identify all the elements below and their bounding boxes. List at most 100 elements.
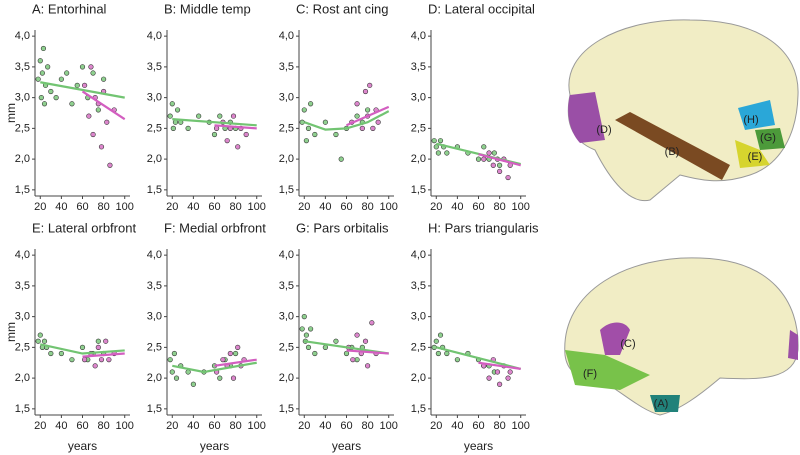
trend-line <box>346 349 389 355</box>
data-point <box>497 162 503 168</box>
data-point <box>95 107 101 113</box>
y-tick-label: 3,5 <box>279 61 294 73</box>
data-point <box>507 369 513 375</box>
data-point <box>303 138 309 144</box>
data-point <box>41 338 48 344</box>
y-tick-label: 2,0 <box>411 372 426 384</box>
x-tick-label: 20 <box>34 420 46 432</box>
data-point <box>322 119 328 125</box>
y-tick-label: 2,5 <box>15 341 30 353</box>
x-tick-label: 60 <box>472 420 484 432</box>
data-point <box>505 375 511 381</box>
data-point <box>312 350 318 357</box>
trend-line <box>436 346 521 370</box>
x-tick-label: 40 <box>319 420 331 432</box>
region <box>600 322 630 355</box>
x-tick-label: 100 <box>512 420 530 432</box>
trend-line <box>478 153 522 167</box>
x-tick-label: 60 <box>340 201 352 213</box>
data-point <box>69 357 75 363</box>
x-tick-label: 40 <box>451 420 463 432</box>
data-point <box>211 131 218 138</box>
y-tick-label: 2,5 <box>147 341 162 353</box>
x-tick-label: 100 <box>380 420 398 432</box>
region-label: (C) <box>620 338 635 350</box>
y-axis-label: mm <box>4 103 18 123</box>
data-point <box>365 363 371 369</box>
y-tick-label: 2,0 <box>411 153 426 165</box>
y-tick-label: 3,5 <box>147 280 162 292</box>
y-tick-label: 2,0 <box>15 372 30 384</box>
panel: D: Lateral occipital 1,5 2,0 2,5 3,0 3,5 4,0 20… <box>411 1 535 212</box>
data-point <box>230 375 237 381</box>
x-tick-label: 20 <box>298 201 310 213</box>
data-point <box>95 344 101 350</box>
region-label: (E) <box>748 151 763 163</box>
data-point <box>497 381 503 387</box>
x-tick-label: 60 <box>208 201 220 213</box>
data-point <box>322 344 328 350</box>
region <box>650 395 680 412</box>
data-point <box>107 162 113 168</box>
trend-line <box>172 118 257 127</box>
y-tick-label: 2,5 <box>15 122 30 134</box>
data-point <box>106 357 112 363</box>
data-point <box>481 144 487 150</box>
region <box>568 92 605 143</box>
x-tick-label: 40 <box>451 201 463 213</box>
data-point <box>45 64 51 70</box>
y-tick-label: 3,0 <box>279 92 294 104</box>
data-point <box>185 369 191 375</box>
data-point <box>333 131 339 138</box>
region-label: (A) <box>654 398 669 410</box>
data-point <box>437 332 444 338</box>
panel: A: Entorhinal 1,5 2,0 2,5 3,0 3,5 4,0 20 40 60 80 1… <box>4 1 134 212</box>
data-point <box>79 344 86 350</box>
trend-line <box>214 124 257 130</box>
data-point <box>95 338 101 344</box>
data-point <box>370 125 376 131</box>
data-point <box>82 357 88 363</box>
y-tick-label: 4,0 <box>411 249 426 261</box>
data-point <box>444 350 450 357</box>
data-point <box>58 350 64 357</box>
x-tick-label: 100 <box>116 420 134 432</box>
x-tick-label: 20 <box>34 201 46 213</box>
y-tick-label: 4,0 <box>15 30 30 42</box>
data-point <box>48 350 54 357</box>
x-tick-label: 40 <box>55 201 67 213</box>
data-point <box>224 138 230 144</box>
y-tick-label: 3,5 <box>411 280 426 292</box>
data-point <box>435 150 441 156</box>
y-tick-label: 1,5 <box>279 184 294 196</box>
panel: C: Rost ant cing 1,5 2,0 2,5 3,0 3,5 4,0 20 40 60… <box>279 1 398 212</box>
trend-line <box>478 361 521 370</box>
data-point <box>79 64 86 70</box>
panel: B: Middle temp 1,5 2,0 2,5 3,0 3,5 4,0 20 40 60 80… <box>147 1 266 212</box>
panel-title: H: Pars triangularis <box>428 220 539 235</box>
data-point <box>475 156 482 162</box>
y-tick-label: 2,0 <box>279 153 294 165</box>
region-label: (B) <box>665 146 680 158</box>
data-point <box>101 76 107 82</box>
panel-title: A: Entorhinal <box>32 1 107 16</box>
x-tick-label: 80 <box>361 201 373 213</box>
y-tick-label: 1,5 <box>15 184 30 196</box>
data-point <box>53 95 59 101</box>
brain-lateral: (D) (B) (H) (G) (E) <box>567 19 799 202</box>
data-point <box>171 350 177 357</box>
x-tick-label: 80 <box>229 201 241 213</box>
y-tick-label: 2,0 <box>147 153 162 165</box>
data-point <box>196 113 202 119</box>
y-tick-label: 1,5 <box>147 403 162 415</box>
y-tick-label: 3,0 <box>147 311 162 323</box>
region <box>738 100 775 130</box>
x-tick-label: 40 <box>187 420 199 432</box>
y-tick-label: 2,5 <box>147 122 162 134</box>
data-point <box>299 326 305 332</box>
data-point <box>303 332 309 338</box>
trend-line <box>40 81 125 99</box>
data-point <box>454 357 460 363</box>
data-point <box>301 107 307 113</box>
data-point <box>90 70 96 76</box>
